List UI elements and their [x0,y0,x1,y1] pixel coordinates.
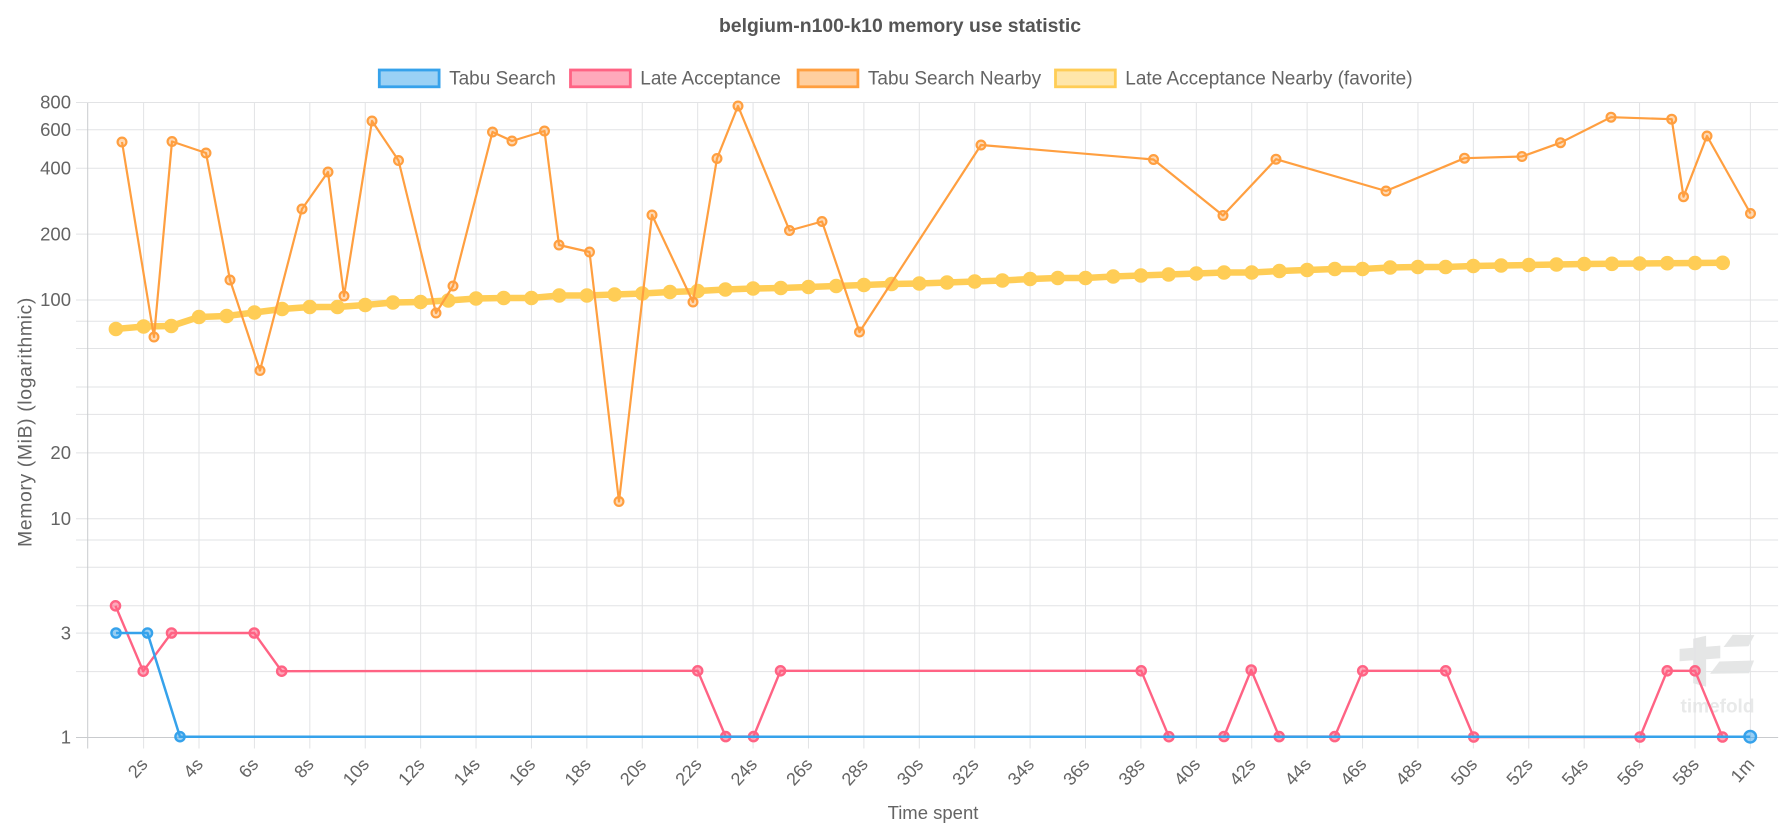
svg-text:20: 20 [50,442,71,463]
svg-text:Tabu Search: Tabu Search [449,68,556,89]
svg-text:400: 400 [40,158,71,179]
svg-text:timefold: timefold [1681,697,1755,718]
svg-text:100: 100 [40,289,71,310]
svg-text:600: 600 [40,119,71,140]
svg-text:Late Acceptance Nearby (favori: Late Acceptance Nearby (favorite) [1125,68,1412,89]
svg-text:belgium-n100-k10 memory use st: belgium-n100-k10 memory use statistic [719,15,1081,37]
svg-text:200: 200 [40,223,71,244]
svg-text:Tabu Search Nearby: Tabu Search Nearby [868,68,1042,89]
svg-text:800: 800 [40,92,71,113]
svg-text:3: 3 [61,622,71,643]
svg-text:Memory (MiB) (logarithmic): Memory (MiB) (logarithmic) [15,297,37,547]
svg-text:10: 10 [50,508,71,529]
svg-text:Time spent: Time spent [888,802,979,823]
svg-text:1: 1 [61,727,71,748]
svg-text:Late Acceptance: Late Acceptance [640,68,781,89]
